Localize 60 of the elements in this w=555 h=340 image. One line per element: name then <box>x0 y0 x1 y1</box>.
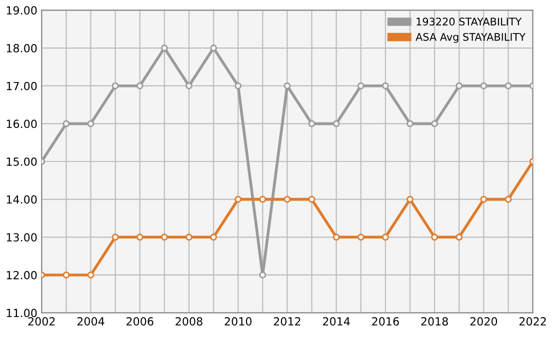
point <box>186 82 192 90</box>
point <box>186 234 192 241</box>
x-tick-label: 2004 <box>77 317 104 326</box>
point <box>332 120 340 128</box>
point <box>456 234 463 241</box>
legend-label: ASA Avg STAYABILITY <box>416 32 526 43</box>
point <box>406 196 414 203</box>
point <box>308 196 316 203</box>
point <box>382 234 389 241</box>
point <box>357 234 364 241</box>
point <box>210 44 218 52</box>
point <box>210 234 218 241</box>
y-tick-label: 12.00 <box>6 270 37 280</box>
x-tick-label: 2022 <box>519 317 546 326</box>
point <box>431 234 438 241</box>
point <box>62 272 70 278</box>
point <box>87 120 94 128</box>
x-tick-label: 2012 <box>274 317 300 326</box>
y-tick-label: 19.00 <box>6 6 37 15</box>
point <box>504 196 512 203</box>
point <box>504 82 512 90</box>
point <box>480 82 488 90</box>
y-tick-label: 16.00 <box>6 120 37 128</box>
point <box>160 234 168 241</box>
point <box>284 82 291 90</box>
point <box>259 196 266 203</box>
point <box>259 272 266 278</box>
point <box>136 234 144 241</box>
x-tick-label: 2002 <box>28 317 55 326</box>
point <box>456 82 463 90</box>
point <box>382 82 389 90</box>
point <box>136 82 144 90</box>
point <box>284 196 291 203</box>
point <box>112 82 119 90</box>
point <box>234 82 242 90</box>
x-tick-label: 2020 <box>470 317 498 326</box>
point <box>431 120 438 128</box>
point <box>160 44 168 52</box>
y-tick-label: 13.00 <box>6 233 37 242</box>
y-tick-label: 17.00 <box>6 82 37 90</box>
y-tick-label: 14.00 <box>6 195 37 204</box>
point <box>87 272 94 278</box>
x-tick-label: 2008 <box>176 317 202 326</box>
point <box>480 196 488 203</box>
point <box>308 120 316 128</box>
point <box>332 234 340 241</box>
point <box>357 82 364 90</box>
point <box>234 196 242 203</box>
x-tick-label: 2006 <box>126 317 154 326</box>
x-tick-label: 2016 <box>372 317 399 326</box>
point <box>406 120 414 128</box>
legend-label: 193220 STAYABILITY <box>416 18 522 26</box>
x-tick-label: 2010 <box>224 317 252 326</box>
y-tick-label: 11.00 <box>6 308 37 318</box>
y-tick-label: 15.00 <box>6 157 37 166</box>
y-tick-label: 18.00 <box>6 44 37 52</box>
point <box>62 120 70 128</box>
x-tick-label: 2018 <box>421 317 448 326</box>
x-tick-label: 2014 <box>323 317 350 326</box>
point <box>112 234 119 241</box>
